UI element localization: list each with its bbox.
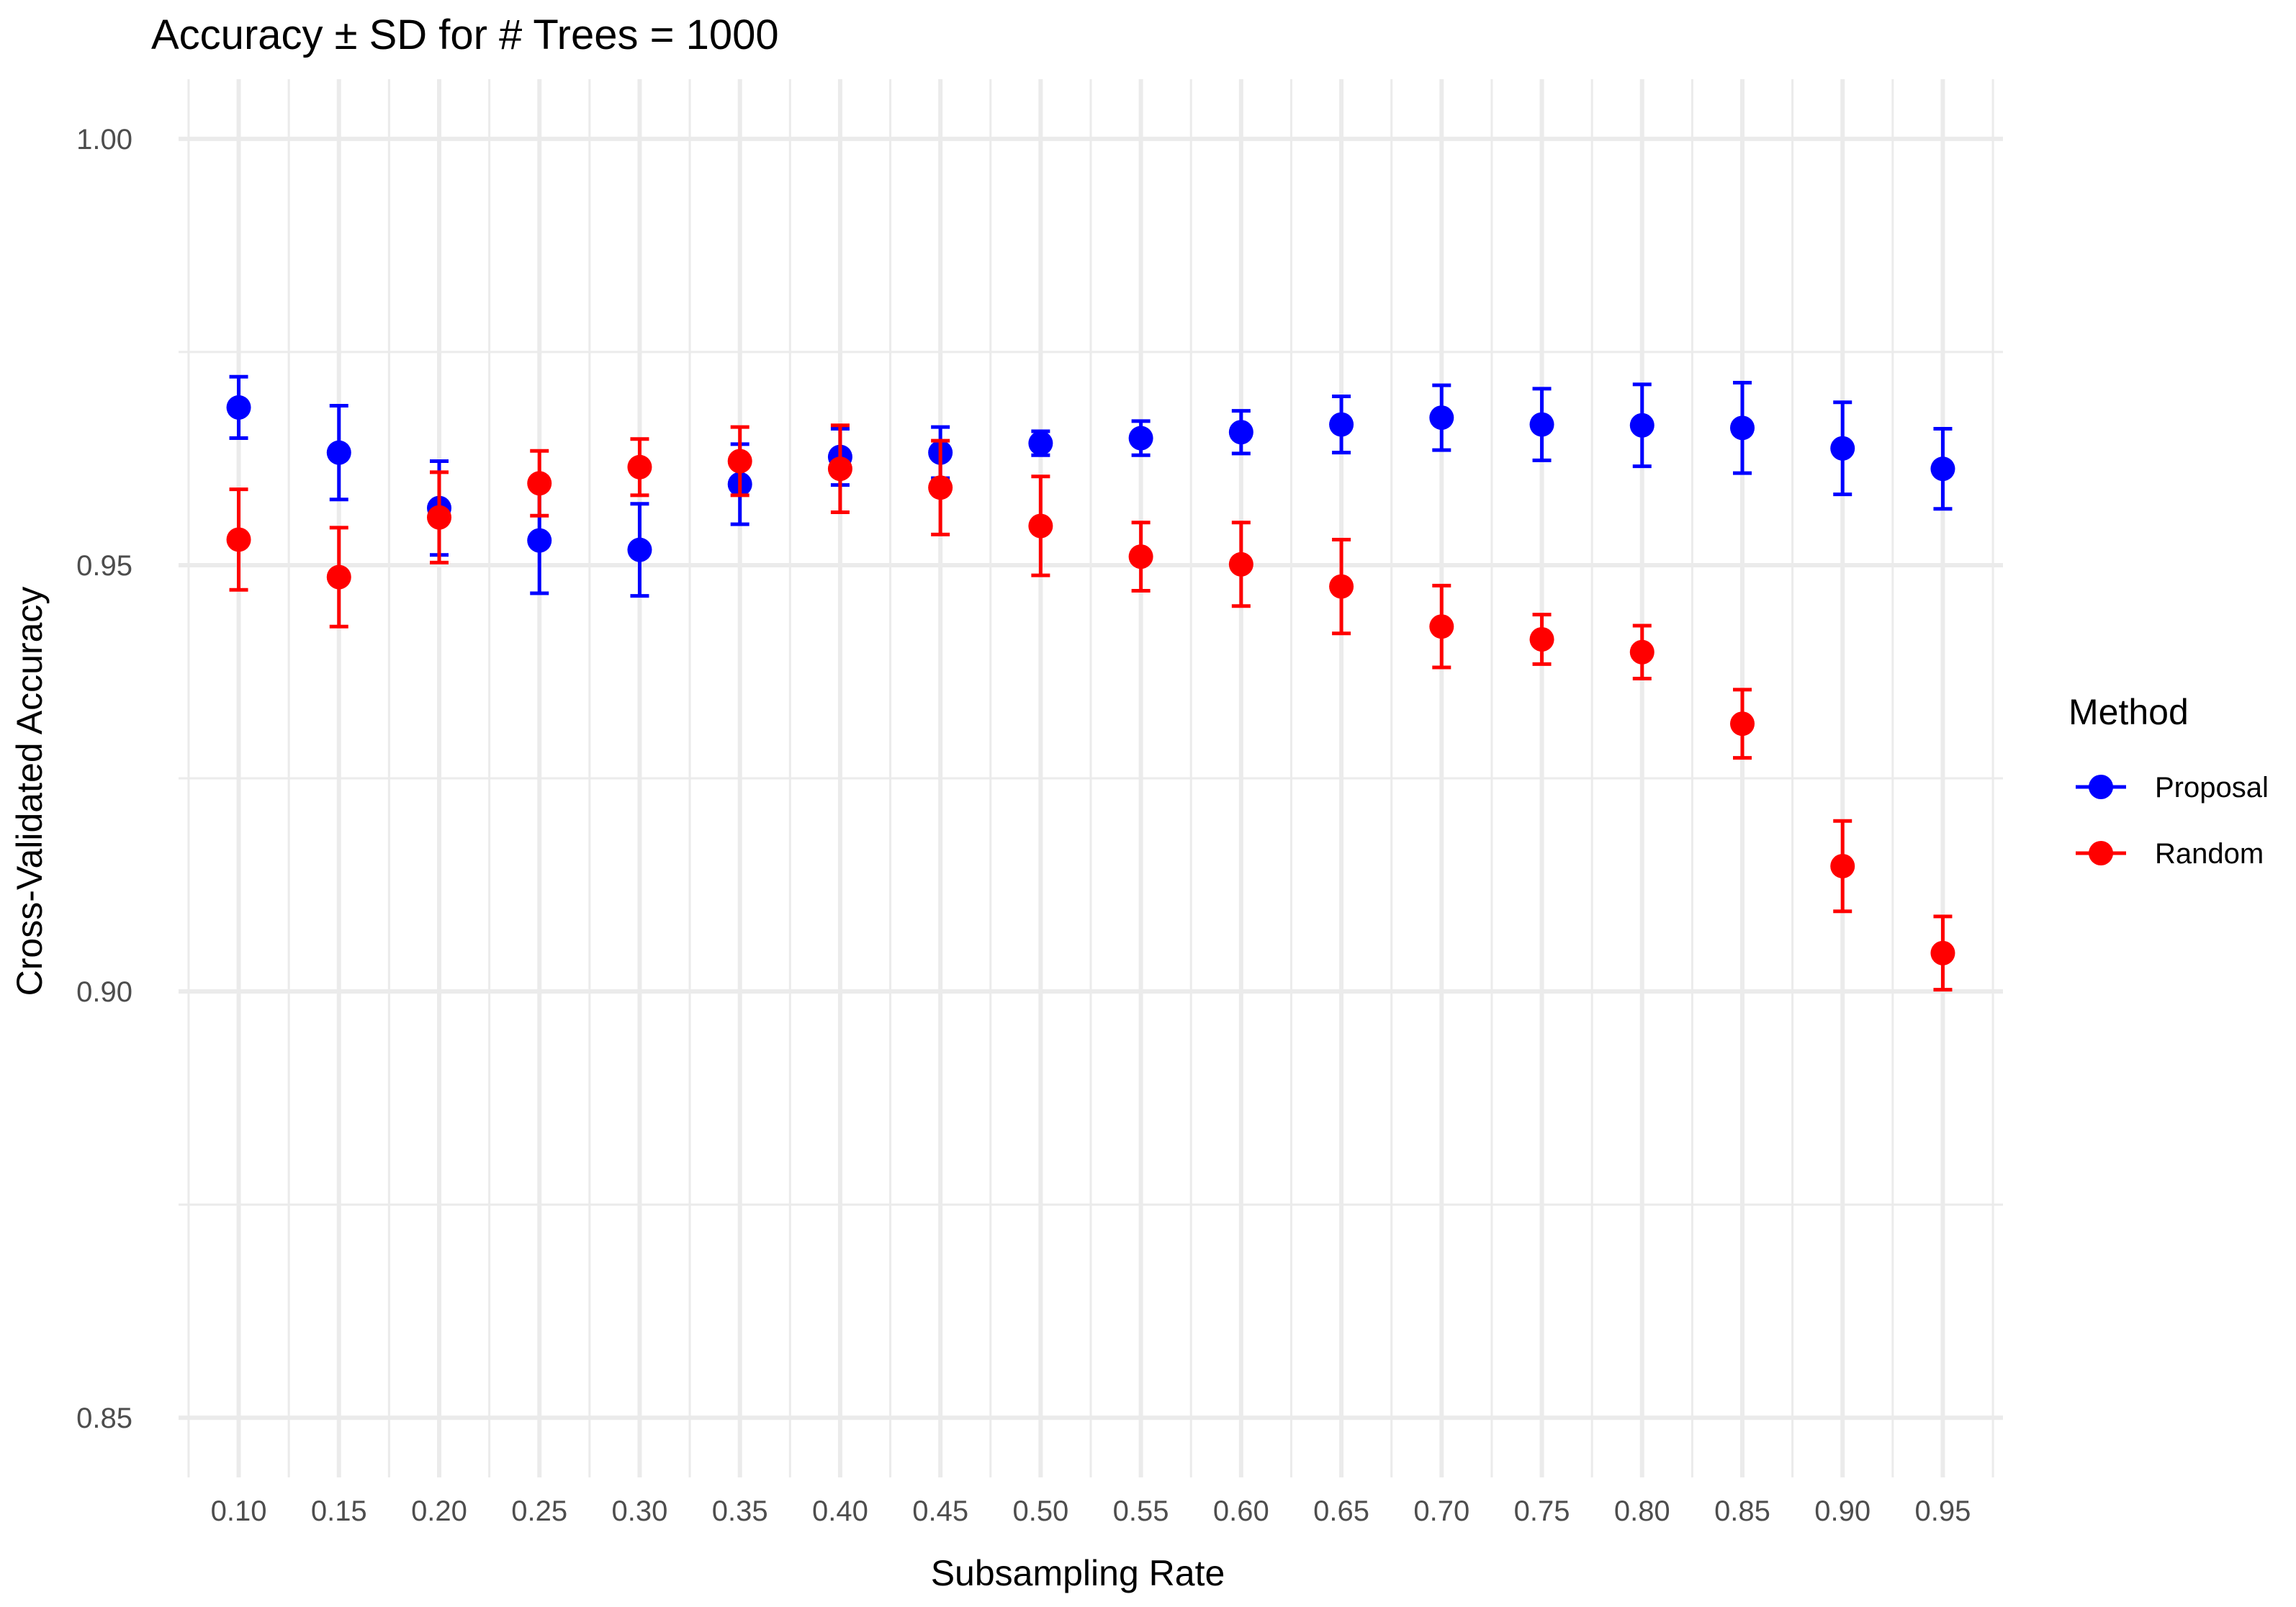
random-point bbox=[527, 471, 552, 496]
y-tick-label: 1.00 bbox=[76, 124, 132, 156]
x-tick-label: 0.10 bbox=[211, 1495, 267, 1527]
proposal-point bbox=[1629, 413, 1655, 438]
legend-label: Proposal bbox=[2155, 772, 2269, 804]
random-point bbox=[226, 527, 251, 552]
y-tick-label: 0.90 bbox=[76, 976, 132, 1008]
x-tick-labels: 0.10 0.15 0.20 0.25 0.30 0.35 0.40 0.45 0.50 0.55… bbox=[211, 1495, 1971, 1527]
legend-title: Method bbox=[2068, 692, 2189, 732]
random-point bbox=[1830, 853, 1855, 878]
x-tick-label: 0.80 bbox=[1614, 1495, 1670, 1527]
random-point bbox=[827, 456, 852, 482]
random-point bbox=[1629, 639, 1655, 665]
x-tick-label: 0.75 bbox=[1514, 1495, 1570, 1527]
x-tick-label: 0.95 bbox=[1915, 1495, 1971, 1527]
proposal-point bbox=[627, 537, 652, 562]
proposal-point bbox=[1329, 412, 1354, 437]
proposal-point bbox=[1128, 426, 1153, 451]
random-point bbox=[1128, 544, 1153, 570]
random-point bbox=[427, 505, 451, 530]
y-tick-label: 0.85 bbox=[76, 1403, 132, 1434]
proposal-point bbox=[1930, 456, 1955, 482]
x-tick-label: 0.35 bbox=[712, 1495, 768, 1527]
proposal-point bbox=[527, 528, 552, 553]
series-random bbox=[226, 423, 1955, 992]
x-tick-label: 0.30 bbox=[612, 1495, 668, 1527]
x-tick-label: 0.70 bbox=[1413, 1495, 1469, 1527]
proposal-point bbox=[1028, 431, 1053, 456]
random-point bbox=[326, 564, 351, 590]
legend-key-point bbox=[2089, 775, 2113, 799]
random-point bbox=[1028, 513, 1053, 539]
proposal-point bbox=[326, 440, 351, 465]
proposal-point bbox=[226, 395, 251, 420]
y-axis-title: Cross-Validated Accuracy bbox=[9, 587, 50, 996]
random-point bbox=[1329, 574, 1354, 599]
proposal-point bbox=[1730, 415, 1755, 441]
legend-items: Proposal Random bbox=[2076, 772, 2269, 870]
random-point bbox=[1529, 626, 1554, 652]
proposal-point bbox=[1228, 420, 1253, 445]
series-layer bbox=[226, 374, 1955, 992]
legend-label: Random bbox=[2155, 838, 2264, 870]
y-tick-label: 0.95 bbox=[76, 550, 132, 582]
legend-key-point bbox=[2089, 841, 2113, 865]
x-tick-label: 0.40 bbox=[812, 1495, 868, 1527]
random-point bbox=[627, 454, 652, 480]
y-tick-labels: 0.85 0.90 0.95 1.00 bbox=[76, 124, 132, 1434]
x-tick-label: 0.55 bbox=[1113, 1495, 1169, 1527]
grid bbox=[179, 79, 2003, 1477]
x-tick-label: 0.25 bbox=[511, 1495, 567, 1527]
x-tick-label: 0.15 bbox=[311, 1495, 367, 1527]
random-point bbox=[1730, 711, 1755, 737]
x-tick-label: 0.85 bbox=[1714, 1495, 1770, 1527]
x-tick-label: 0.45 bbox=[912, 1495, 968, 1527]
proposal-point bbox=[1830, 436, 1855, 461]
random-point bbox=[1429, 614, 1454, 639]
chart-title: Accuracy ± SD for # Trees = 1000 bbox=[151, 12, 779, 58]
x-tick-label: 0.65 bbox=[1313, 1495, 1369, 1527]
x-tick-label: 0.50 bbox=[1012, 1495, 1068, 1527]
x-tick-label: 0.60 bbox=[1213, 1495, 1269, 1527]
random-point bbox=[928, 475, 953, 500]
proposal-point bbox=[1529, 412, 1554, 437]
x-tick-label: 0.90 bbox=[1814, 1495, 1870, 1527]
legend-item-random: Random bbox=[2076, 838, 2264, 870]
legend: Method Proposal Random bbox=[2068, 692, 2269, 870]
random-point bbox=[1930, 940, 1955, 965]
random-point bbox=[727, 449, 752, 474]
x-tick-label: 0.20 bbox=[411, 1495, 467, 1527]
legend-item-proposal: Proposal bbox=[2076, 772, 2269, 804]
random-point bbox=[1228, 552, 1253, 577]
proposal-point bbox=[1429, 405, 1454, 431]
x-axis-title: Subsampling Rate bbox=[931, 1553, 1225, 1593]
